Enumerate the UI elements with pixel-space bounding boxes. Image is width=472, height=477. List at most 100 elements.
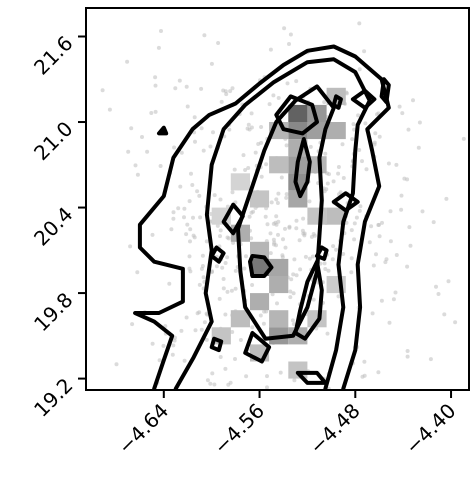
- scatter-point: [322, 261, 327, 266]
- scatter-point: [288, 295, 293, 300]
- density-cell: [326, 122, 346, 140]
- scatter-point: [278, 370, 283, 375]
- scatter-point: [287, 225, 292, 230]
- scatter-point: [284, 143, 289, 148]
- contour-line-level-1: [133, 44, 391, 391]
- scatter-point: [407, 225, 412, 230]
- scatter-point: [153, 75, 158, 80]
- scatter-point: [246, 122, 251, 127]
- scatter-point: [360, 159, 364, 164]
- scatter-point: [217, 296, 222, 301]
- scatter-point: [276, 232, 280, 237]
- density-cell: [307, 207, 327, 225]
- contour-line-level-4: [331, 191, 360, 213]
- scatter-point: [211, 130, 215, 135]
- contour-line-level-4: [315, 245, 329, 261]
- density-cell: [230, 310, 250, 328]
- scatter-point: [341, 176, 346, 180]
- scatter-point: [287, 42, 291, 46]
- scatter-point: [199, 126, 204, 131]
- scatter-point: [322, 100, 327, 105]
- scatter-point: [247, 214, 252, 219]
- contour-line-level-4: [209, 336, 224, 353]
- scatter-point: [371, 263, 376, 268]
- scatter-point: [376, 370, 381, 375]
- scatter-point: [159, 29, 163, 33]
- scatter-point: [344, 91, 349, 96]
- scatter-point: [204, 311, 209, 316]
- scatter-point: [218, 355, 223, 359]
- scatter-point: [249, 111, 254, 116]
- scatter-point: [178, 184, 183, 189]
- scatter-point: [377, 222, 381, 227]
- scatter-point: [161, 343, 166, 348]
- scatter-point: [197, 282, 202, 287]
- scatter-point: [294, 226, 299, 231]
- scatter-point: [290, 318, 295, 323]
- scatter-point: [380, 220, 384, 225]
- scatter-point: [191, 233, 196, 238]
- scatter-point: [238, 338, 243, 342]
- scatter-point: [187, 199, 192, 204]
- scatter-point: [256, 142, 261, 146]
- scatter-point: [173, 86, 178, 91]
- scatter-point: [114, 362, 119, 367]
- scatter-point: [405, 349, 410, 353]
- scatter-point: [307, 199, 312, 204]
- scatter-point: [221, 286, 226, 291]
- scatter-point: [268, 251, 273, 256]
- contour-line-level-4: [248, 254, 274, 278]
- scatter-point: [199, 327, 204, 332]
- scatter-point: [349, 270, 354, 275]
- scatter-point: [128, 244, 133, 249]
- scatter-point: [230, 190, 235, 195]
- scatter-point: [243, 168, 248, 172]
- density-cell: [269, 310, 289, 328]
- scatter-point: [249, 236, 254, 241]
- scatter-point: [135, 172, 140, 177]
- scatter-point: [388, 209, 393, 214]
- contour-lines: [133, 44, 391, 391]
- scatter-point: [229, 288, 234, 293]
- scatter-point: [326, 268, 331, 273]
- scatter-point: [223, 366, 228, 371]
- density-cell: [230, 173, 250, 191]
- scatter-point: [135, 270, 140, 275]
- scatter-point: [184, 84, 189, 89]
- scatter-point: [362, 373, 367, 378]
- scatter-point: [383, 260, 388, 265]
- scatter-point: [405, 264, 410, 269]
- scatter-point: [300, 228, 305, 233]
- scatter-point: [393, 290, 398, 295]
- scatter-point: [291, 272, 296, 277]
- scatter-point: [265, 222, 270, 227]
- scatter-point: [191, 215, 195, 220]
- contour-line-level-4: [209, 245, 226, 264]
- scatter-point: [434, 284, 438, 289]
- scatter-point: [210, 371, 215, 376]
- scatter-point: [223, 312, 228, 317]
- density-cell: [269, 276, 289, 294]
- scatter-point: [125, 59, 130, 64]
- scatter-point: [265, 374, 269, 379]
- scatter-point: [363, 121, 368, 126]
- scatter-point: [233, 357, 237, 361]
- contour-line-level-4: [350, 88, 377, 110]
- scatter-point: [399, 207, 404, 212]
- scatter-point: [200, 264, 205, 268]
- scatter-point: [209, 61, 214, 66]
- scatter-point: [310, 254, 315, 259]
- scatter-point: [227, 127, 232, 132]
- scatter-point: [244, 254, 248, 259]
- scatter-point: [288, 32, 293, 37]
- scatter-point: [202, 33, 207, 38]
- scatter-point: [370, 311, 375, 316]
- scatter-point: [297, 238, 302, 243]
- scatter-point: [246, 166, 251, 170]
- scatter-point: [292, 378, 297, 383]
- contour-line-level-2: [173, 57, 372, 391]
- contour-line-level-4: [293, 259, 324, 341]
- scatter-point: [199, 86, 204, 91]
- scatter-point: [352, 127, 357, 132]
